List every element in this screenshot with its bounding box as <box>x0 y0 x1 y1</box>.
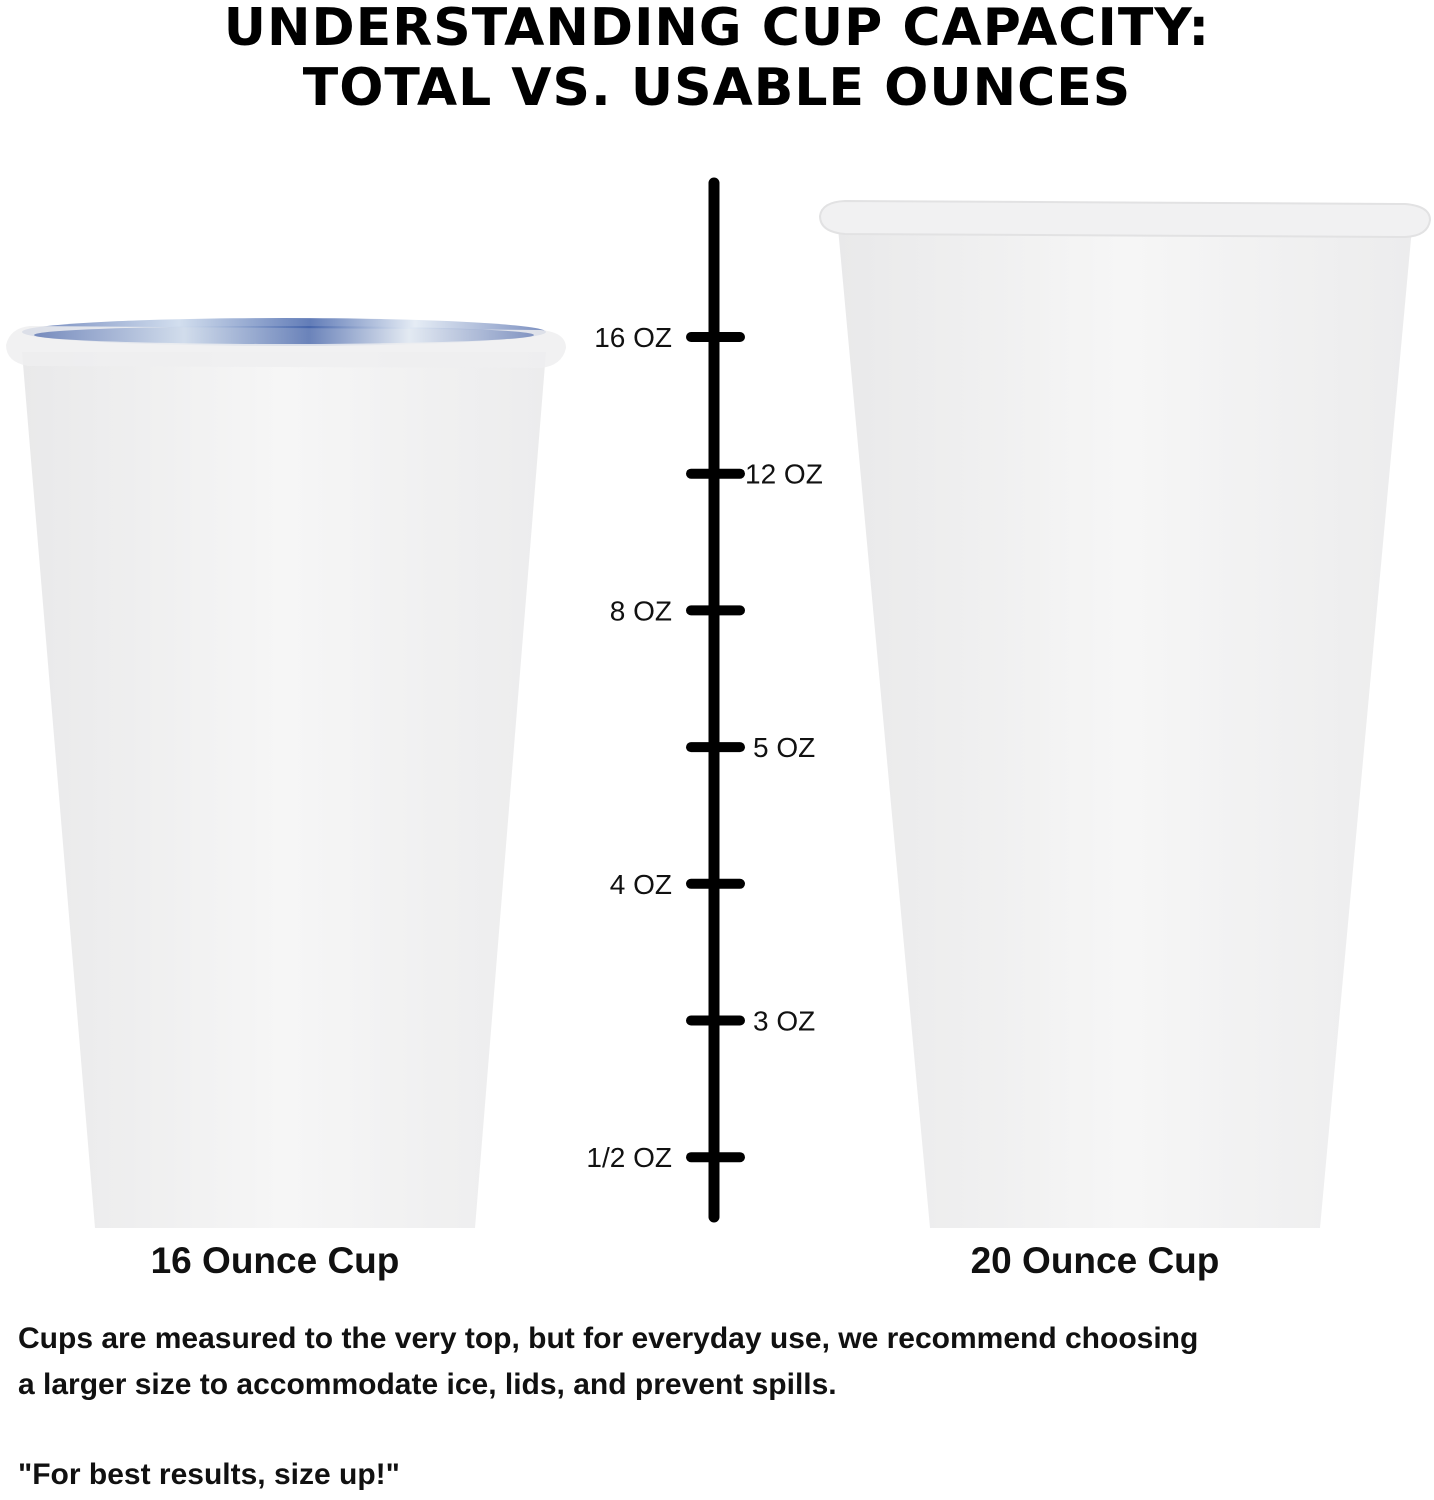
tip-quote: "For best results, size up!" <box>18 1458 400 1491</box>
cup-20oz-label: 20 Ounce Cup <box>970 1240 1220 1281</box>
scale-tick-label: 16 OZ <box>594 322 672 353</box>
scale-tick-label: 8 OZ <box>610 595 672 626</box>
scale-tick-label: 3 OZ <box>753 1006 815 1037</box>
ounce-scale: 16 OZ 12 OZ 8 OZ 5 OZ 4 OZ 3 OZ 1/2 OZ <box>586 177 823 1223</box>
cup-16oz <box>6 318 566 1228</box>
page-title: UNDERSTANDING CUP CAPACITY: TOTAL VS. US… <box>0 0 1434 118</box>
description: Cups are measured to the very top, but f… <box>18 1316 1428 1408</box>
description-line-2: a larger size to accommodate ice, lids, … <box>18 1368 837 1401</box>
cup-16oz-label: 16 Ounce Cup <box>150 1240 400 1281</box>
scale-tick-label: 1/2 OZ <box>586 1142 672 1173</box>
title-line-1: UNDERSTANDING CUP CAPACITY: <box>223 0 1211 58</box>
scale-tick-label: 4 OZ <box>610 869 672 900</box>
scale-tick-label: 12 OZ <box>745 459 823 490</box>
scale-tick-label: 5 OZ <box>753 732 815 763</box>
cup-20oz <box>818 199 1432 1228</box>
description-line-1: Cups are measured to the very top, but f… <box>18 1322 1199 1355</box>
title-line-2: TOTAL VS. USABLE OUNCES <box>302 58 1132 118</box>
